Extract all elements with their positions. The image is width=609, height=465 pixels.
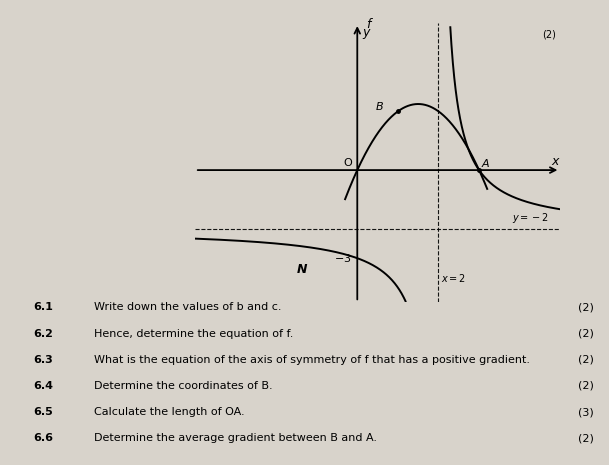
Text: $-3$: $-3$ bbox=[334, 252, 351, 264]
Text: 6.6: 6.6 bbox=[33, 433, 54, 443]
Text: x: x bbox=[551, 155, 558, 168]
Text: (2): (2) bbox=[578, 355, 594, 365]
Text: What is the equation of the axis of symmetry of f that has a positive gradient.: What is the equation of the axis of symm… bbox=[94, 355, 530, 365]
Text: Determine the coordinates of B.: Determine the coordinates of B. bbox=[94, 381, 273, 391]
Text: (2): (2) bbox=[578, 381, 594, 391]
Text: y: y bbox=[362, 26, 370, 39]
Text: 6.1: 6.1 bbox=[33, 302, 54, 312]
Text: (2): (2) bbox=[578, 302, 594, 312]
Text: f: f bbox=[366, 18, 371, 31]
Text: $x=2$: $x=2$ bbox=[440, 272, 466, 284]
Text: O: O bbox=[343, 158, 352, 168]
Text: (2): (2) bbox=[578, 433, 594, 443]
Text: Calculate the length of OA.: Calculate the length of OA. bbox=[94, 407, 245, 417]
Text: 6.3: 6.3 bbox=[33, 355, 53, 365]
Text: B: B bbox=[376, 102, 383, 112]
Text: Hence, determine the equation of f.: Hence, determine the equation of f. bbox=[94, 329, 294, 339]
Text: Determine the average gradient between B and A.: Determine the average gradient between B… bbox=[94, 433, 378, 443]
Text: (3): (3) bbox=[578, 407, 594, 417]
Text: 6.5: 6.5 bbox=[33, 407, 53, 417]
Text: 6.2: 6.2 bbox=[33, 329, 54, 339]
Text: (2): (2) bbox=[543, 29, 556, 39]
Text: 6.4: 6.4 bbox=[33, 381, 54, 391]
Text: A: A bbox=[481, 159, 489, 169]
Text: $y=-2$: $y=-2$ bbox=[512, 212, 549, 226]
Text: N: N bbox=[297, 263, 307, 276]
Text: Write down the values of b and c.: Write down the values of b and c. bbox=[94, 302, 282, 312]
Text: (2): (2) bbox=[578, 329, 594, 339]
